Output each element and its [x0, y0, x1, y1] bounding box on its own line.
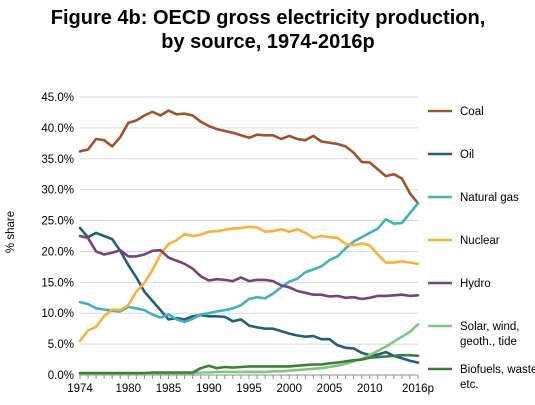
chart-subtitle: by source, 1974-2016p — [161, 31, 374, 53]
x-tick-label: 1974 — [67, 383, 93, 395]
series-line-3 — [78, 225, 420, 343]
series-lines — [78, 109, 420, 376]
legend-label: Hydro — [460, 278, 491, 290]
y-tick-label: 5.0% — [48, 339, 74, 351]
x-tick-label: 1985 — [156, 383, 182, 395]
legend: Coal Oil Natural gas Nuclear Hydro Solar, win… — [428, 106, 535, 391]
y-tick-label: 40.0% — [41, 123, 74, 135]
y-tick-label: 35.0% — [41, 154, 74, 166]
legend-label: Solar, wind, geoth., tide — [460, 321, 519, 348]
y-tick-label: 30.0% — [41, 185, 74, 197]
y-tick-label: 15.0% — [41, 277, 74, 289]
x-tick-label: 1990 — [196, 383, 222, 395]
x-tick-label: 2005 — [317, 383, 343, 395]
chart-title: Figure 4b: OECD gross electricity produc… — [51, 7, 486, 29]
legend-label: Nuclear — [460, 235, 500, 247]
x-tick-label: 2016p — [402, 383, 434, 395]
x-tick-label: 1980 — [115, 383, 141, 395]
grid — [80, 96, 418, 345]
legend-label: Coal — [460, 106, 484, 118]
x-tick-label: 1995 — [236, 383, 262, 395]
legend-label: Natural gas — [460, 192, 519, 204]
y-tick-label: 0.0% — [48, 370, 74, 382]
legend-label: Oil — [460, 149, 474, 161]
axes: 0.0% 5.0% 10.0% 15.0% 20.0% 25.0% 30.0% 35.0% 40… — [41, 92, 434, 395]
y-tick-label: 45.0% — [41, 92, 74, 104]
y-tick-label: 25.0% — [41, 216, 74, 228]
series-line-4 — [78, 234, 420, 301]
series-line-2 — [78, 202, 420, 324]
x-tick-label: 2010 — [357, 383, 383, 395]
y-axis-label: % share — [5, 211, 17, 253]
series-line-6 — [78, 353, 420, 375]
legend-label: Biofuels, waste, etc. — [460, 364, 535, 391]
series-line-0 — [78, 109, 420, 205]
series-line-1 — [78, 226, 420, 364]
x-tick-label: 2000 — [276, 383, 302, 395]
y-tick-label: 20.0% — [41, 246, 74, 258]
y-tick-label: 10.0% — [41, 308, 74, 320]
